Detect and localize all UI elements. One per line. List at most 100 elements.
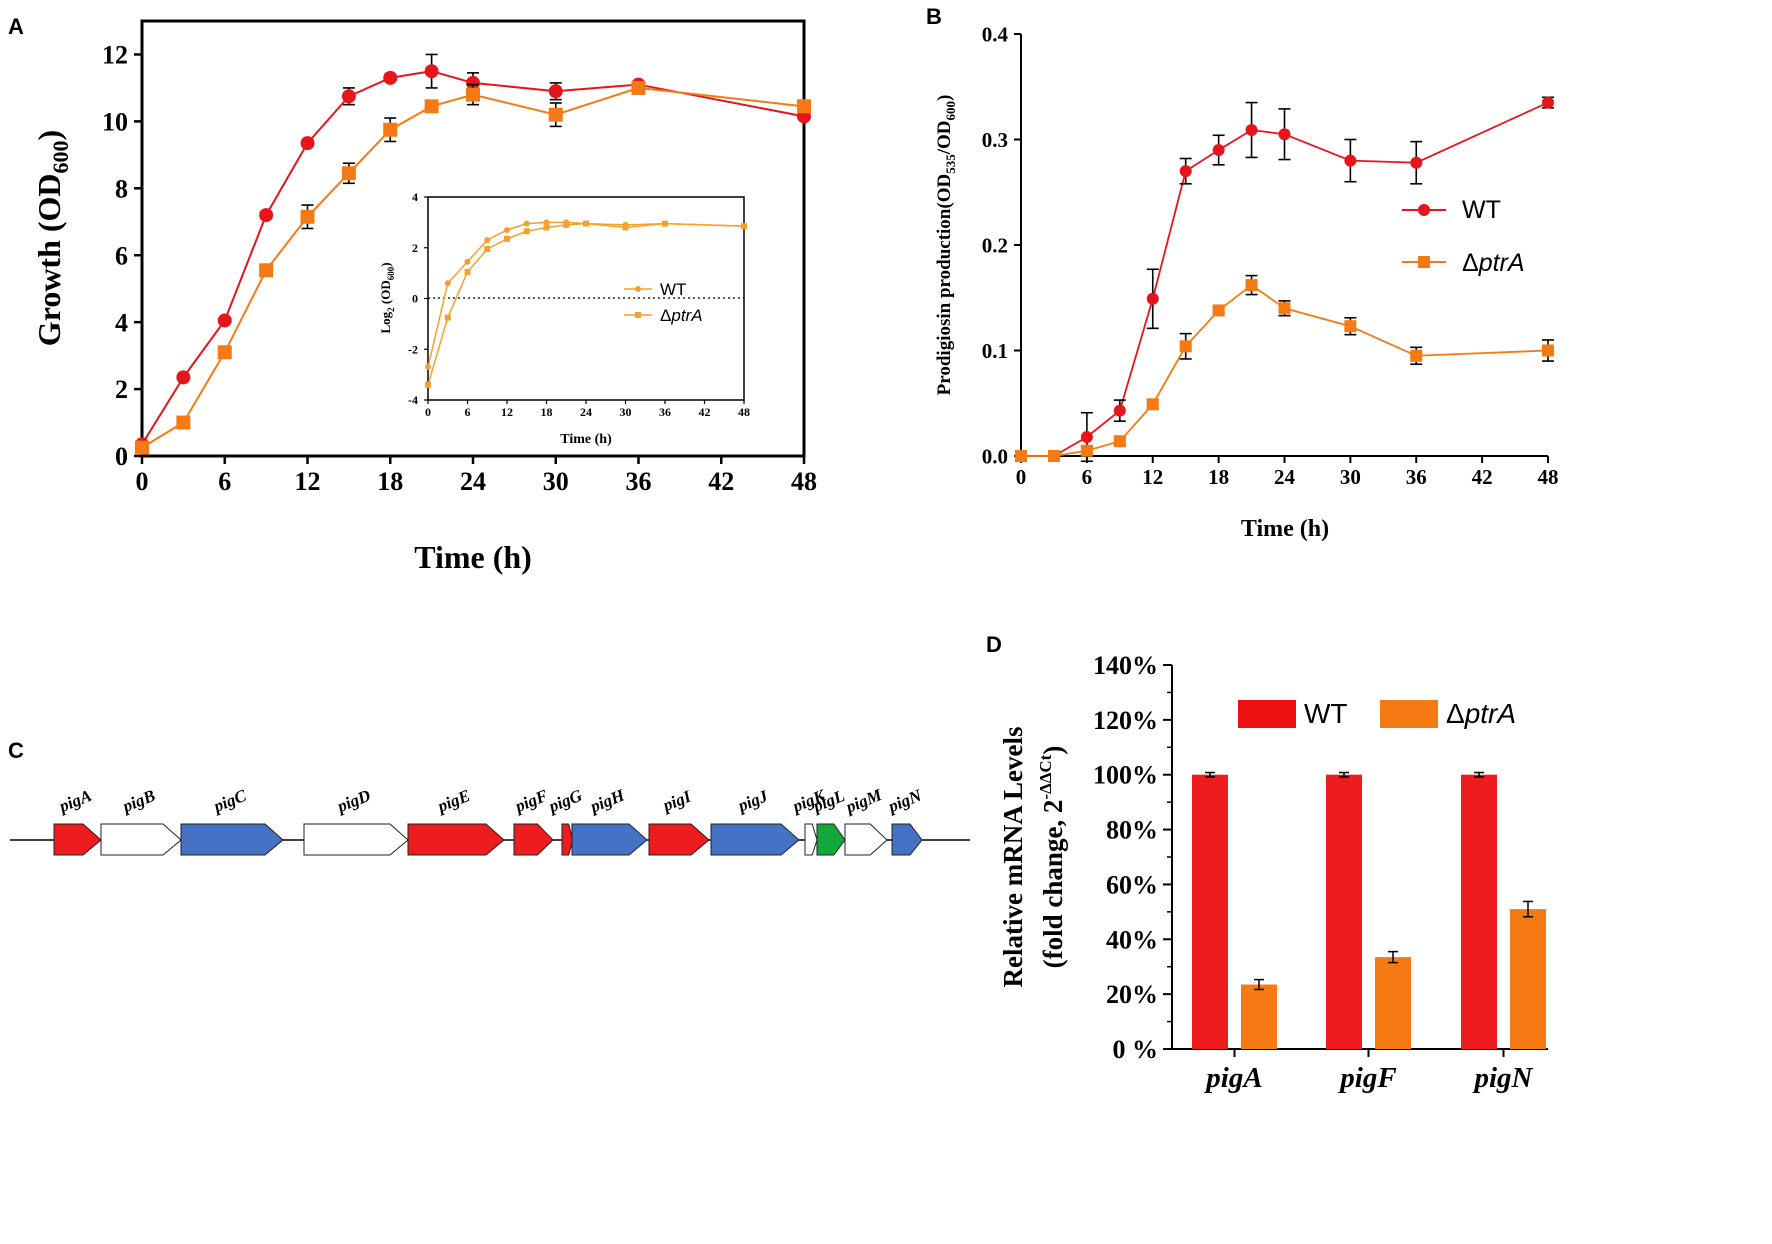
data-point xyxy=(1542,344,1554,357)
panel-b-y-title-main: Prodigiosin production(OD xyxy=(934,174,955,396)
panel-b-legend-mut-marker xyxy=(1418,256,1430,268)
panel-b-legend-wt-label: WT xyxy=(1462,196,1501,224)
gene-arrow-pigB xyxy=(100,823,182,856)
y-tick-label: 100% xyxy=(1093,761,1158,790)
data-point xyxy=(300,209,315,224)
x-tick-label: 42 xyxy=(708,467,734,496)
x-tick-label: 18 xyxy=(1208,465,1229,489)
data-point xyxy=(1410,156,1423,169)
gene-label-pigA: pigA xyxy=(55,786,95,817)
gene-label-pigH: pigH xyxy=(586,785,628,817)
gene-arrow-pigJ xyxy=(710,823,800,856)
panel-a-y-title-tail: ) xyxy=(31,130,67,141)
gene-arrow-pigL xyxy=(816,823,846,856)
panel-d-legend-mut-label: ΔptrA xyxy=(1446,698,1516,729)
data-point xyxy=(1410,349,1423,362)
data-point xyxy=(1179,165,1192,178)
inset-legend: WT ΔptrA xyxy=(624,280,703,325)
panel-d-legend-wt-swatch xyxy=(1238,700,1296,728)
panel-d-legend: WT ΔptrA xyxy=(1238,698,1516,729)
x-tick-label: 18 xyxy=(377,467,403,496)
inset-legend-wt-marker xyxy=(635,286,641,292)
data-point xyxy=(383,122,398,137)
data-point xyxy=(217,313,232,328)
x-tick-label-pigF: pigF xyxy=(1337,1062,1396,1094)
inset-y-title: Log2 (OD600) xyxy=(378,262,396,333)
inset-legend-mut-marker xyxy=(635,312,641,318)
data-point xyxy=(1146,398,1159,411)
gene-arrow-pigG xyxy=(561,823,574,856)
x-tick-label: 42 xyxy=(699,405,711,419)
y-tick-label: 8 xyxy=(115,174,128,203)
x-tick-label: 0 xyxy=(1016,465,1027,489)
panel-a-y-title-main: Growth (OD xyxy=(31,173,67,346)
panel-label-b: B xyxy=(926,4,942,29)
data-point xyxy=(1015,450,1027,462)
data-point xyxy=(1146,292,1159,305)
inset-x-ticks: 0 6 12 18 24 30 36 42 48 xyxy=(425,400,750,419)
x-tick-label: 6 xyxy=(1082,465,1093,489)
data-point xyxy=(484,237,491,244)
y-tick-label: 0.1 xyxy=(982,339,1008,363)
data-point xyxy=(466,87,480,102)
panel-a-y-title-sub: 600 xyxy=(48,140,73,173)
gene-arrow-pigK xyxy=(804,823,818,856)
data-point xyxy=(1344,154,1357,167)
inset-legend-mut-name: ptrA xyxy=(670,306,702,325)
x-tick-label: 24 xyxy=(580,405,592,419)
data-point xyxy=(1113,404,1126,417)
gene-label-pigE: pigE xyxy=(433,786,473,817)
data-point xyxy=(563,221,570,228)
data-point xyxy=(797,99,811,114)
data-point xyxy=(425,381,431,388)
panel-label-d: D xyxy=(986,632,1002,657)
gene-label-pigF: pigF xyxy=(511,786,551,817)
inset-y-title-sub2: 600 xyxy=(386,266,396,280)
bar-pigF-ptra xyxy=(1375,957,1411,1049)
y-tick-label: 60% xyxy=(1106,870,1158,899)
y-tick-label: 0.4 xyxy=(982,22,1009,46)
data-point xyxy=(464,258,471,265)
y-tick-label: 0.3 xyxy=(982,128,1008,152)
gene-label-pigB: pigB xyxy=(118,786,158,817)
y-tick-label: 120% xyxy=(1093,706,1158,735)
y-tick-label: 0.2 xyxy=(982,233,1008,257)
data-point xyxy=(523,228,530,235)
data-point xyxy=(424,64,439,79)
data-point xyxy=(1212,304,1225,317)
data-point xyxy=(1047,450,1060,462)
gene-label-pigI: pigI xyxy=(658,786,695,816)
gene-label-pigN: pigN xyxy=(884,785,925,816)
x-tick-label: 24 xyxy=(1274,465,1296,489)
panel-d-legend-mut-swatch xyxy=(1380,700,1438,728)
gene-arrow-pigM xyxy=(844,823,888,856)
data-point xyxy=(466,75,480,90)
panel-label-c: C xyxy=(8,738,24,763)
y-tick-label: 0 % xyxy=(1113,1035,1159,1064)
data-point xyxy=(1542,96,1554,109)
x-tick-label: 48 xyxy=(1538,465,1559,489)
y-tick-label: -2 xyxy=(408,342,418,356)
data-point xyxy=(741,223,747,230)
gene-arrow-pigA xyxy=(53,823,102,856)
x-tick-label: 30 xyxy=(543,467,569,496)
data-point xyxy=(548,84,563,99)
panel-a-y-title: Growth (OD600) xyxy=(31,130,73,346)
panel-b-legend-mut-label: ΔptrA xyxy=(1462,249,1525,277)
data-point xyxy=(504,235,510,242)
panel-b-x-title: Time (h) xyxy=(1241,516,1329,542)
y-tick-label: 2 xyxy=(115,375,128,404)
data-point xyxy=(484,246,491,253)
x-tick-label: 30 xyxy=(620,405,632,419)
gene-label-pigC: pigC xyxy=(209,786,249,817)
panel-b-y-title-sub: 535 xyxy=(943,154,958,174)
series-line-ptra xyxy=(141,86,805,449)
data-point xyxy=(300,136,315,151)
y-tick-label: 40% xyxy=(1106,925,1158,954)
y-tick-label: 0 xyxy=(115,442,128,471)
inset-y-ticks: -4 -2 0 2 4 xyxy=(408,190,428,407)
y-tick-label: 4 xyxy=(115,308,128,337)
